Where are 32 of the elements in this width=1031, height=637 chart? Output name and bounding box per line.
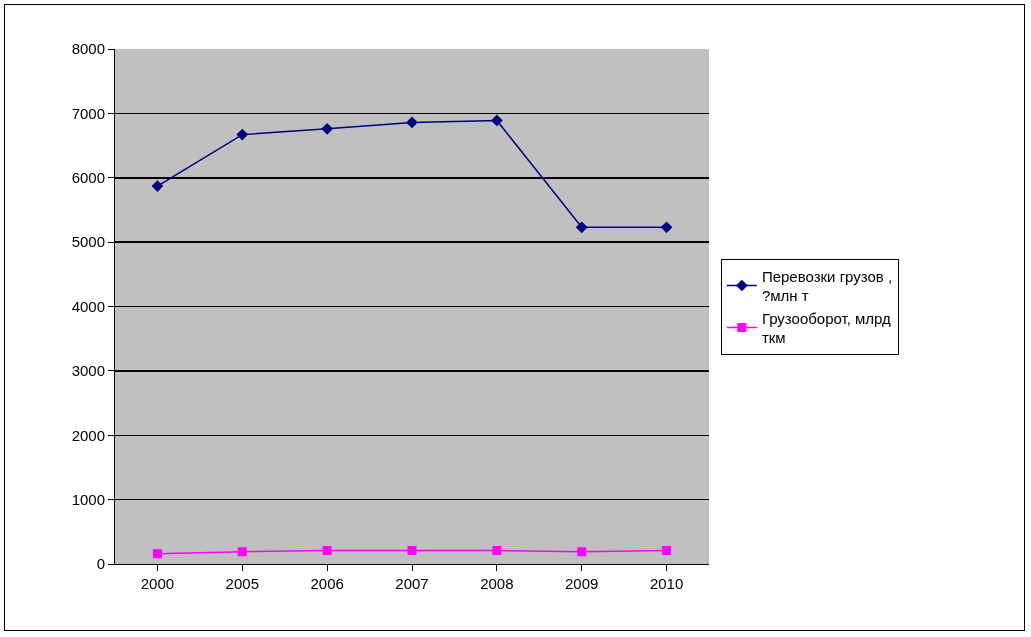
- x-tick-label: 2010: [649, 575, 684, 592]
- y-tick-label: 5000: [71, 233, 105, 251]
- y-tick-label: 0: [96, 555, 105, 573]
- x-tick-label: 2009: [565, 575, 599, 592]
- y-tick-label: 2000: [71, 426, 105, 444]
- point: [237, 547, 247, 557]
- x-tick-label: 2007: [395, 575, 429, 592]
- point: [660, 221, 673, 234]
- point: [236, 128, 249, 141]
- y-tick-label: 6000: [71, 169, 105, 186]
- point: [151, 180, 164, 192]
- y-tick-label: 8000: [71, 40, 105, 58]
- point: [492, 545, 502, 555]
- point: [152, 549, 162, 559]
- point: [491, 114, 503, 127]
- y-tick-label: 4000: [71, 297, 105, 315]
- legend-label: Грузооборот, млрд ткм: [761, 309, 892, 347]
- y-tick-label: 1000: [71, 490, 105, 508]
- point: [407, 545, 417, 555]
- legend-label: Перевозки грузов , ?млн т: [761, 267, 893, 305]
- point: [577, 547, 587, 557]
- point: [321, 122, 333, 135]
- y-tick-label: 7000: [71, 104, 105, 122]
- x-tick-label: 2006: [310, 575, 344, 592]
- y-tick-label: 3000: [71, 362, 105, 380]
- x-tick-label: 2000: [140, 575, 175, 592]
- point: [662, 545, 672, 555]
- x-tick-label: 2005: [225, 575, 259, 592]
- point: [322, 545, 332, 555]
- point: [575, 221, 588, 234]
- x-tick-label: 2008: [480, 575, 514, 592]
- point: [406, 116, 418, 129]
